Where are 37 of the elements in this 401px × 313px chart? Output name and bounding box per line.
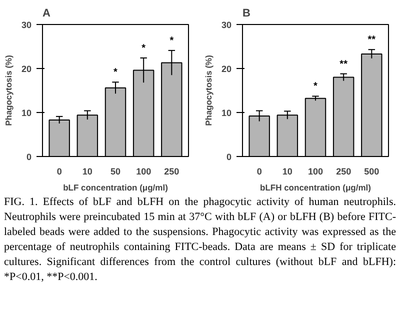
y-axis-title: Phagocytosis (%) xyxy=(203,54,214,126)
x-axis-title: bLF concentration (μg/ml) xyxy=(63,182,168,192)
annotation: * xyxy=(314,81,318,92)
caption: FIG. 1. Effects of bLF and bLFH on the phagocytic activity of human neutrophils. Neutrophils were preincubated 15 min at 37°C with bLF (A) or bLFH (B) before FITC-labeled beads were added to the suspensions. Phagocytic activity was expressed as the percentage of neutrophils containing FITC-beads. Data are means ± SD for triplicate cultures. Significant differences from the control cultures (without bLF and bLFH): *P<0.01, **P<0.001. xyxy=(4,195,396,285)
x-tick-label: 10 xyxy=(82,166,92,176)
annotation: * xyxy=(114,67,118,78)
y-tick-label: 20 xyxy=(221,64,232,74)
annotation: ** xyxy=(368,34,376,46)
x-tick-label: 100 xyxy=(136,166,152,176)
annotation: * xyxy=(142,42,146,54)
bar xyxy=(276,114,298,156)
x-tick-label: 250 xyxy=(164,166,180,176)
bar xyxy=(76,114,98,156)
bar xyxy=(48,119,70,156)
chart-title: B xyxy=(242,8,250,20)
bar xyxy=(304,98,326,156)
x-axis-title: bLFH concentration (μg/ml) xyxy=(260,182,372,192)
x-tick-label: 100 xyxy=(308,166,324,176)
x-tick-label: 50 xyxy=(110,166,121,176)
chart-title: A xyxy=(42,8,50,20)
y-tick-label: 20 xyxy=(21,64,32,74)
x-tick-label: 500 xyxy=(364,166,380,176)
bar xyxy=(332,76,354,156)
y-tick-label: 30 xyxy=(221,20,232,30)
annotation: ** xyxy=(340,58,348,70)
x-tick-label: 250 xyxy=(336,166,352,176)
y-tick-label: 10 xyxy=(221,108,232,118)
y-tick-label: 0 xyxy=(226,152,232,162)
y-axis-title: Phagocytosis (%) xyxy=(3,54,14,126)
y-tick-label: 10 xyxy=(21,108,32,118)
x-tick-label: 0 xyxy=(256,166,262,176)
y-tick-label: 30 xyxy=(21,20,32,30)
annotation: * xyxy=(170,35,174,46)
y-tick-label: 0 xyxy=(26,152,32,162)
bar xyxy=(361,53,382,156)
x-tick-label: 10 xyxy=(282,166,292,176)
x-tick-label: 0 xyxy=(56,166,62,176)
